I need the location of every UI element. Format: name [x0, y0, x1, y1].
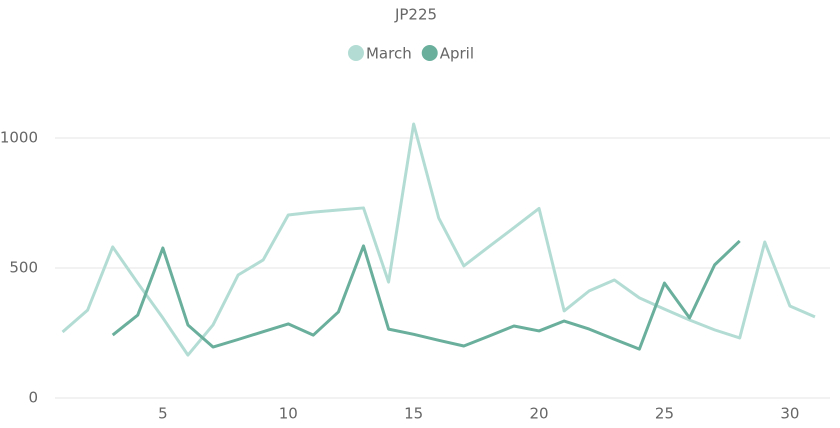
- series-line: [111, 239, 741, 351]
- legend-label: April: [440, 45, 474, 63]
- x-tick-label: 20: [530, 405, 549, 423]
- y-tick-label: 500: [9, 259, 38, 277]
- legend-marker: [421, 45, 438, 61]
- x-tick-label: 10: [279, 405, 298, 423]
- legend-marker: [347, 45, 364, 61]
- y-tick-label: 1000: [0, 129, 38, 147]
- chart-title: JP225: [394, 6, 437, 24]
- series-line: [61, 122, 816, 357]
- x-tick-label: 15: [404, 405, 423, 423]
- y-tick-label: 0: [28, 389, 38, 407]
- x-tick-label: 25: [655, 405, 674, 423]
- legend-label: March: [366, 45, 412, 63]
- x-tick-label: 30: [780, 405, 799, 423]
- x-tick-label: 5: [158, 405, 168, 423]
